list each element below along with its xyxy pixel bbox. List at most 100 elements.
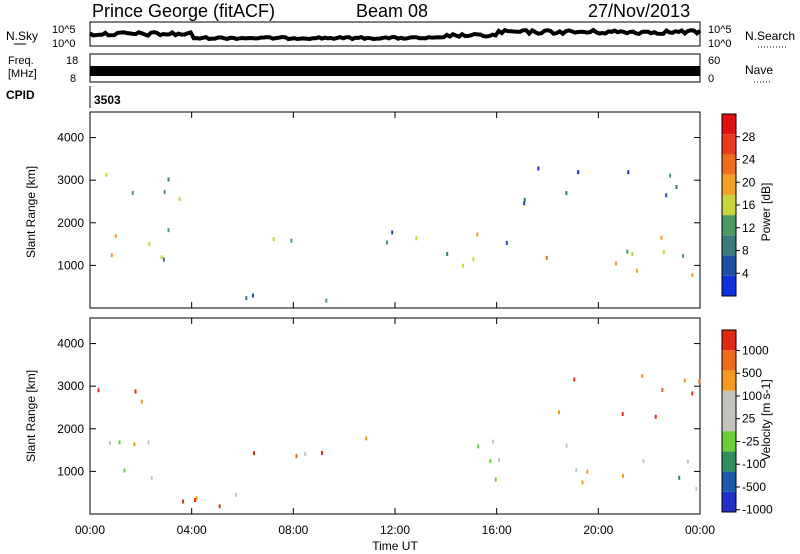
range-cell — [691, 391, 694, 396]
colorbar-swatch — [722, 255, 736, 276]
x-tick-label: 00:00 — [75, 523, 105, 537]
range-cell — [477, 444, 480, 449]
range-cell — [385, 240, 388, 245]
velocity-panel-frame — [89, 317, 701, 515]
range-cell — [105, 172, 108, 177]
range-cell — [476, 232, 479, 237]
colorbar-tick-label: -1000 — [742, 503, 773, 517]
nsky-label: N.Sky — [6, 29, 38, 43]
range-cell — [505, 240, 508, 245]
colorbar-swatch — [722, 451, 736, 472]
range-cell — [586, 469, 589, 474]
colorbar-tick-label: -100 — [742, 457, 766, 471]
colorbar-swatch — [722, 410, 736, 432]
range-cell — [669, 173, 672, 178]
range-cell — [235, 492, 238, 497]
y-tick-label: 2000 — [57, 216, 84, 230]
range-cell — [295, 454, 298, 459]
range-cell — [123, 468, 126, 473]
range-cell — [686, 459, 689, 464]
range-cell — [110, 253, 113, 258]
x-tick-label: 08:00 — [278, 523, 308, 537]
x-tick-label: 12:00 — [380, 523, 410, 537]
range-cell — [665, 193, 668, 198]
x-tick-label: 04:00 — [177, 523, 207, 537]
range-cell — [573, 377, 576, 382]
range-cell — [523, 197, 526, 202]
range-cell — [683, 378, 686, 383]
range-cell — [147, 440, 150, 445]
cpid-value: 3503 — [94, 93, 121, 107]
power-colorbar: 4 8 12 16 20 24 28 — [721, 113, 756, 297]
range-cell — [133, 442, 136, 447]
range-cell — [695, 486, 698, 491]
colorbar-tick-label: 500 — [742, 366, 762, 380]
range-cell — [365, 436, 368, 441]
range-cell — [162, 257, 165, 262]
freq-unit-label: [MHz] — [8, 68, 37, 80]
y-tick-label: 4000 — [57, 337, 84, 351]
range-cell — [565, 443, 568, 448]
range-cell — [446, 252, 449, 256]
range-cell — [245, 296, 248, 301]
range-cell — [675, 185, 678, 189]
range-cell — [492, 439, 495, 444]
nave-label: Nave — [745, 63, 773, 77]
noise-line — [88, 27, 702, 42]
colorbar-swatch — [722, 215, 736, 236]
colorbar-tick-label: -25 — [742, 434, 760, 448]
range-cell — [160, 255, 163, 260]
range-cell — [494, 477, 497, 482]
range-cell — [140, 399, 143, 404]
nsearch-tick-high: 10^5 — [708, 24, 732, 36]
range-cell — [581, 480, 584, 485]
colorbar-swatch — [722, 431, 736, 452]
velocity-colorbar-label: Velocity [m s-1] — [759, 379, 773, 460]
power-panel-frame — [89, 111, 701, 309]
colorbar-tick-label: 100 — [742, 389, 762, 403]
x-tick-label: 00:00 — [685, 523, 715, 537]
power-scatter — [105, 166, 694, 303]
velocity-ylabel: Slant Range [km] — [24, 370, 38, 462]
range-cell — [660, 235, 663, 240]
nsky-tick-low: 10^0 — [52, 38, 76, 50]
x-tick-label: 16:00 — [482, 523, 512, 537]
colorbar-tick-label: 16 — [742, 198, 756, 212]
range-cell — [167, 228, 170, 233]
range-cell — [415, 236, 418, 241]
range-cell — [218, 504, 221, 509]
range-cell — [662, 250, 665, 255]
colorbar-swatch — [722, 134, 736, 155]
colorbar-swatch — [722, 174, 736, 195]
time-axis-label: Time UT — [372, 539, 418, 553]
colorbar-swatch — [722, 275, 736, 296]
range-cell — [114, 234, 117, 239]
y-tick-label: 1000 — [57, 464, 84, 478]
range-cell — [321, 450, 323, 455]
colorbar-swatch — [722, 471, 736, 492]
colorbar-tick-label: 24 — [742, 153, 756, 167]
power-ylabel: Slant Range [km] — [24, 166, 38, 258]
range-cell — [698, 379, 701, 384]
range-cell — [134, 389, 137, 394]
colorbar-tick-label: 12 — [742, 221, 756, 235]
range-cell — [621, 412, 624, 416]
range-cell — [615, 261, 617, 266]
range-cell — [182, 499, 185, 504]
range-cell — [167, 177, 170, 182]
colorbar-tick-label: 25 — [742, 412, 756, 426]
colorbar-tick-label: -500 — [742, 480, 766, 494]
range-cell — [97, 388, 100, 393]
colorbar-swatch — [722, 390, 736, 411]
y-tick-label: 3000 — [57, 379, 84, 393]
colorbar-tick-label: 28 — [742, 130, 756, 144]
range-cell — [678, 475, 681, 480]
range-cell — [461, 263, 464, 268]
range-cell — [654, 414, 657, 419]
colorbar-tick-label: 1000 — [742, 343, 769, 357]
colorbar-tick-label: 8 — [742, 244, 749, 258]
range-cell — [635, 268, 638, 273]
time-axis: 00:00 04:00 08:00 12:00 16:00 20:00 00:00 — [75, 112, 715, 537]
range-cell — [252, 293, 254, 298]
